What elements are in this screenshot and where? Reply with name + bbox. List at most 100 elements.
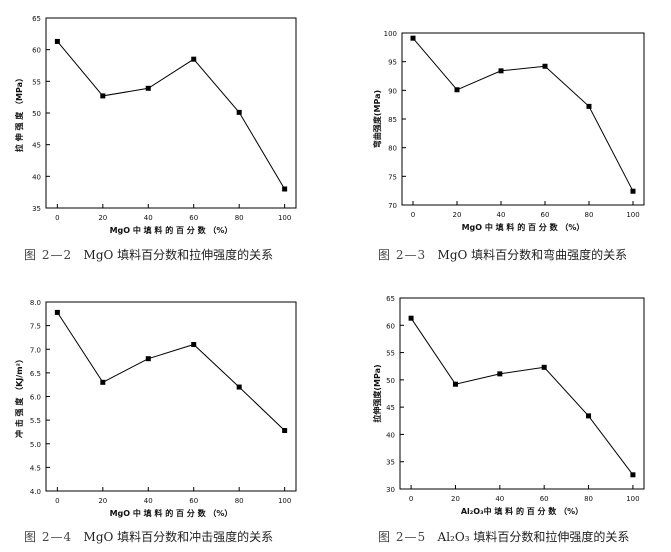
x-axis-label: MgO 中 填 料 的 百 分 数 （%） (462, 222, 585, 232)
data-point (498, 68, 504, 74)
y-tick-label: 70 (388, 202, 397, 210)
x-tick-label: 20 (98, 214, 107, 222)
y-tick-label: 40 (386, 431, 395, 439)
x-tick-label: 100 (278, 214, 291, 222)
x-tick-label: 80 (235, 497, 244, 505)
y-tick-label: 85 (388, 116, 397, 124)
y-tick-label: 55 (32, 78, 41, 86)
series-line (410, 317, 634, 476)
x-tick-label: 60 (541, 211, 550, 219)
chart-4: 30 35 40 45 50 55 60 65 0 20 40 60 80 100 Al₂O₃中 填 料 的… (372, 295, 645, 516)
data-point (630, 472, 636, 478)
y-tick-label: 35 (32, 205, 41, 213)
x-tick-label: 20 (453, 211, 462, 219)
data-point (191, 342, 197, 348)
y-tick-label: 45 (386, 404, 395, 412)
data-point (410, 35, 416, 41)
data-point (542, 63, 548, 69)
caption-fig-2-3: 图 2—3 MgO 填料百分数和弯曲强度的关系 (378, 246, 627, 263)
data-point (630, 188, 636, 194)
data-point (236, 384, 242, 390)
y-tick-label: 65 (386, 295, 395, 303)
y-tick-label: 4.5 (30, 464, 41, 472)
x-tick-label: 100 (626, 211, 639, 219)
x-tick-label: 100 (278, 497, 291, 505)
y-axis-label: 拉伸强度(MPa) (372, 364, 382, 422)
x-tick-label: 60 (189, 497, 198, 505)
x-tick-label: 80 (585, 211, 594, 219)
data-point (191, 56, 197, 62)
x-tick-label: 80 (584, 495, 593, 503)
y-axis-label: 冲 击 强 度 （KJ/m²） (14, 355, 24, 438)
plot-frame (401, 32, 645, 206)
y-tick-label: 50 (32, 110, 41, 118)
y-tick-label: 40 (32, 173, 41, 181)
x-tick-label: 100 (626, 495, 639, 503)
chart-2: 70 75 80 85 90 95 100 0 20 40 60 80 100 MgO 中 填 料 的 百… (372, 30, 645, 232)
y-tick-label: 90 (388, 87, 397, 95)
series-line (56, 312, 285, 431)
caption-text: Al₂O₃ 填料百分数和拉伸强度的关系 (437, 530, 630, 544)
caption-number: 图 2—3 (378, 248, 427, 262)
plot-frame (45, 17, 297, 209)
data-point (586, 103, 592, 109)
x-tick-label: 20 (98, 497, 107, 505)
caption-fig-2-4: 图 2—4 MgO 填料百分数和冲击强度的关系 (24, 528, 273, 545)
x-tick-label: 0 (411, 211, 415, 219)
x-axis-label: Al₂O₃中 填 料 的 百 分 数 （%） (461, 506, 583, 516)
y-tick-label: 65 (32, 15, 41, 23)
y-tick-label: 80 (388, 145, 397, 153)
y-tick-label: 30 (386, 486, 395, 494)
x-tick-label: 40 (497, 211, 506, 219)
data-point (145, 85, 151, 91)
y-tick-label: 5.5 (30, 417, 41, 425)
series-line (57, 41, 286, 190)
y-tick-label: 60 (386, 322, 395, 330)
y-tick-label: 55 (386, 350, 395, 358)
data-point (497, 371, 503, 377)
data-point (100, 379, 106, 385)
y-tick-label: 100 (384, 30, 397, 38)
plot-frame (45, 301, 297, 492)
data-point (145, 356, 151, 362)
x-tick-label: 0 (409, 495, 413, 503)
caption-fig-2-5: 图 2—5 Al₂O₃ 填料百分数和拉伸强度的关系 (378, 528, 629, 545)
x-tick-label: 80 (235, 214, 244, 222)
chart-1: 35 40 45 50 55 60 65 0 20 40 60 80 100 MgO 中 填 料 的 百 … (14, 15, 297, 235)
x-axis-label: MgO 中 填 料 的 百 分 数 （%） (110, 508, 233, 518)
y-tick-label: 7.5 (30, 323, 41, 331)
caption-number: 图 2—5 (378, 530, 427, 544)
plot-frame (399, 297, 645, 490)
y-tick-label: 95 (388, 59, 397, 67)
y-tick-label: 6.5 (30, 370, 41, 378)
chart-3: 4.0 4.5 5.0 5.5 6.0 6.5 7.0 7.5 8.0 0 20 40 60 80 100 M… (14, 299, 297, 518)
y-tick-label: 35 (386, 459, 395, 467)
x-tick-label: 20 (451, 495, 460, 503)
series-line (412, 37, 634, 192)
data-point (586, 413, 592, 419)
data-point (236, 109, 242, 115)
x-tick-label: 60 (540, 495, 549, 503)
data-point (408, 315, 414, 321)
data-point (452, 381, 458, 387)
y-tick-label: 50 (386, 377, 395, 385)
y-tick-label: 60 (32, 47, 41, 55)
y-tick-label: 5.0 (30, 441, 41, 449)
data-point (282, 428, 288, 434)
y-tick-label: 4.0 (30, 488, 41, 496)
caption-text: MgO 填料百分数和拉伸强度的关系 (83, 248, 274, 262)
y-axis-label: 拉 伸 强 度 （MPa） (14, 74, 24, 152)
caption-text: MgO 填料百分数和弯曲强度的关系 (437, 248, 628, 262)
y-axis-label: 弯曲强度(MPa) (372, 90, 382, 148)
x-tick-label: 60 (189, 214, 198, 222)
data-point (282, 186, 288, 192)
data-point (454, 87, 460, 93)
caption-text: MgO 填料百分数和冲击强度的关系 (83, 530, 274, 544)
caption-number: 图 2—2 (24, 248, 73, 262)
x-tick-label: 40 (495, 495, 504, 503)
y-tick-label: 7.0 (30, 346, 41, 354)
caption-fig-2-2: 图 2—2 MgO 填料百分数和拉伸强度的关系 (24, 246, 273, 263)
y-tick-label: 8.0 (30, 299, 41, 307)
caption-number: 图 2—4 (24, 530, 73, 544)
